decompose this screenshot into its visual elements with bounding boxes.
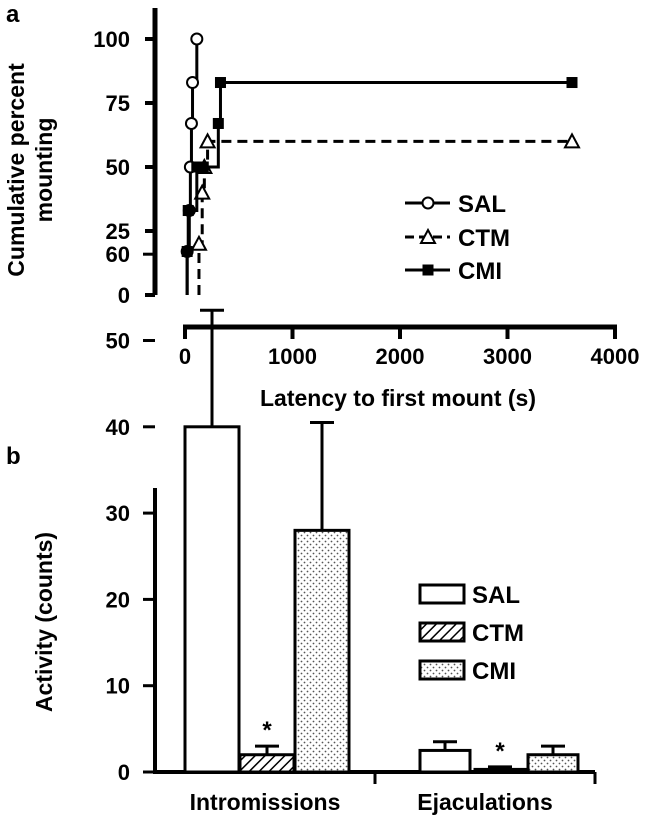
panel-b-legend-swatch-sal [418,583,466,605]
panel-a-point-cmi [197,161,209,173]
panel-b-legend-swatch-cmi [418,659,466,681]
panel-a-point-cmi [214,77,226,89]
panel-a-x-axis-label: Latency to first mount (s) [260,385,536,411]
panel-b-y-tick-label: 0 [118,760,130,785]
panel-b-bar-chart: b 0 10 20 30 40 50 60 Intromissions Ejaculations… [6,242,597,815]
panel-a-x-tick-label: 1000 [268,344,317,369]
panel-a-y-axis-label: Cumulative percent mounting [3,63,57,277]
panel-a-series-ctm [190,132,581,295]
panel-a-y-tick-label: 100 [93,27,130,52]
panel-a-legend: SAL CTM CMI [405,191,510,285]
panel-a-y-tick-label: 25 [106,219,130,244]
panel-b-significance-star: * [495,738,505,765]
panel-a-letter: a [6,1,20,28]
panel-a-x-tick-label: 0 [179,344,191,369]
panel-a-x-tick-label: 3000 [483,344,532,369]
panel-b-bar-cmi [526,753,580,774]
panel-b-bar-ctm [473,767,527,774]
panel-b-bar-sal [418,748,472,774]
panel-a-legend-marker-cmi [422,264,434,276]
panel-b-bar-sal [183,425,241,774]
panel-a-y-axis-label-line-2: mounting [31,118,57,223]
panel-a-y-tick-label: 0 [118,283,130,308]
panel-a-point-cmi [566,77,578,89]
panel-a-series [180,32,581,295]
panel-a-point-ctm [193,183,211,200]
panel-a-series-cmi [181,77,578,295]
panel-a-point-cmi [181,245,193,257]
panel-b-bar-cmi [293,528,351,774]
panel-b-y-tick-label: 50 [106,329,130,354]
panel-b-legend: SAL CTM CMI [418,582,524,685]
panel-a-point-ctm [563,132,581,149]
panel-a-legend-marker-ctm [419,227,437,244]
panel-b-category-label: Intromissions [190,789,341,815]
panel-a-point-cmi [191,161,203,173]
panel-a-y-tick-label: 75 [106,91,130,116]
panel-a-x-tick-label: 2000 [376,344,425,369]
panel-a-point-cmi [212,117,224,129]
panel-b-y-tick-label: 60 [106,242,130,267]
panel-a-line-ctm [197,139,572,295]
panel-a-legend-label-sal: SAL [458,191,506,218]
panel-b-bars: ** [183,308,580,774]
panel-a-point-cmi [182,205,194,217]
panel-b-letter: b [6,443,21,470]
panel-a-legend-label-ctm: CTM [458,225,510,252]
panel-b-y-tick-label: 30 [106,501,130,526]
panel-a-point-sal [186,76,200,90]
panel-b-legend-label-sal: SAL [472,582,520,609]
panel-b-y-tick-label: 40 [106,415,130,440]
panel-a-point-ctm [198,132,217,149]
panel-a-line-cmi [185,81,572,295]
panel-b-significance-star: * [262,717,272,744]
panel-a-x-tick-label: 4000 [591,344,640,369]
panel-a-point-sal [190,32,204,46]
panel-b-category-label: Ejaculations [417,789,552,815]
panel-b-legend-label-ctm: CTM [472,620,524,647]
panel-a-point-ctm [190,234,208,251]
panel-a-y-tick-label: 50 [106,155,130,180]
panel-a-legend-marker-sal [421,196,435,210]
panel-b-y-axis-label: Activity (counts) [31,532,57,712]
panel-a-point-sal [184,116,198,130]
panel-b-bar-ctm [238,753,296,774]
panel-b-legend-label-cmi: CMI [472,658,516,685]
panel-a-legend-label-cmi: CMI [458,258,502,285]
panel-b-y-tick-label: 20 [106,587,130,612]
panel-b-y-tick-label: 10 [106,674,130,699]
panel-b-legend-swatch-ctm [418,621,466,643]
panel-a-y-axis-label-line-1: Cumulative percent [3,63,29,277]
